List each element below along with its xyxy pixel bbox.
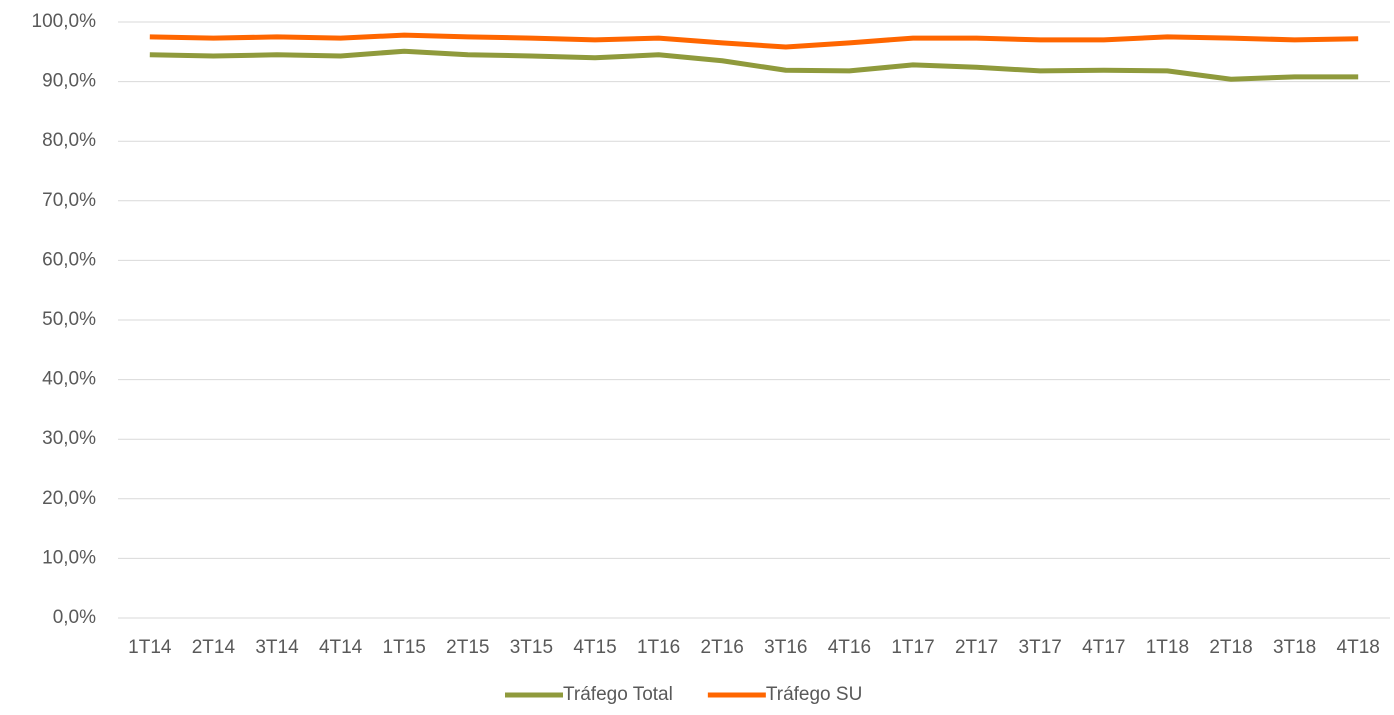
x-tick-label: 4T14 (319, 637, 363, 658)
x-tick-label: 3T14 (255, 637, 299, 658)
legend-label: Tráfego Total (563, 684, 673, 705)
x-tick-label: 2T17 (955, 637, 998, 658)
x-tick-label: 3T15 (510, 637, 553, 658)
y-tick-label: 90,0% (42, 71, 96, 92)
x-tick-label: 2T16 (701, 637, 744, 658)
x-tick-label: 4T17 (1082, 637, 1125, 658)
y-tick-label: 0,0% (53, 607, 96, 628)
x-tick-label: 4T16 (828, 637, 871, 658)
y-tick-label: 60,0% (42, 249, 96, 270)
x-tick-label: 4T18 (1337, 637, 1380, 658)
x-tick-label: 1T14 (128, 637, 172, 658)
x-tick-label: 1T17 (891, 637, 934, 658)
y-tick-label: 20,0% (42, 488, 96, 509)
x-tick-label: 1T16 (637, 637, 680, 658)
x-tick-label: 3T16 (764, 637, 807, 658)
x-tick-label: 1T18 (1146, 637, 1189, 658)
y-tick-label: 100,0% (32, 11, 97, 32)
series-line (149, 48, 1359, 82)
y-tick-label: 50,0% (42, 309, 96, 330)
x-tick-label: 2T15 (446, 637, 489, 658)
x-tick-label: 2T18 (1209, 637, 1252, 658)
y-tick-label: 80,0% (42, 130, 96, 151)
legend-label: Tráfego SU (766, 684, 862, 705)
y-tick-label: 40,0% (42, 369, 96, 390)
x-tick-label: 3T18 (1273, 637, 1316, 658)
x-tick-label: 3T17 (1019, 637, 1062, 658)
series-line (149, 32, 1359, 50)
y-tick-label: 30,0% (42, 428, 96, 449)
x-tick-label: 1T15 (383, 637, 426, 658)
x-tick-label: 4T15 (573, 637, 616, 658)
x-tick-label: 2T14 (192, 637, 236, 658)
y-tick-label: 10,0% (42, 547, 96, 568)
y-tick-label: 70,0% (42, 190, 96, 211)
